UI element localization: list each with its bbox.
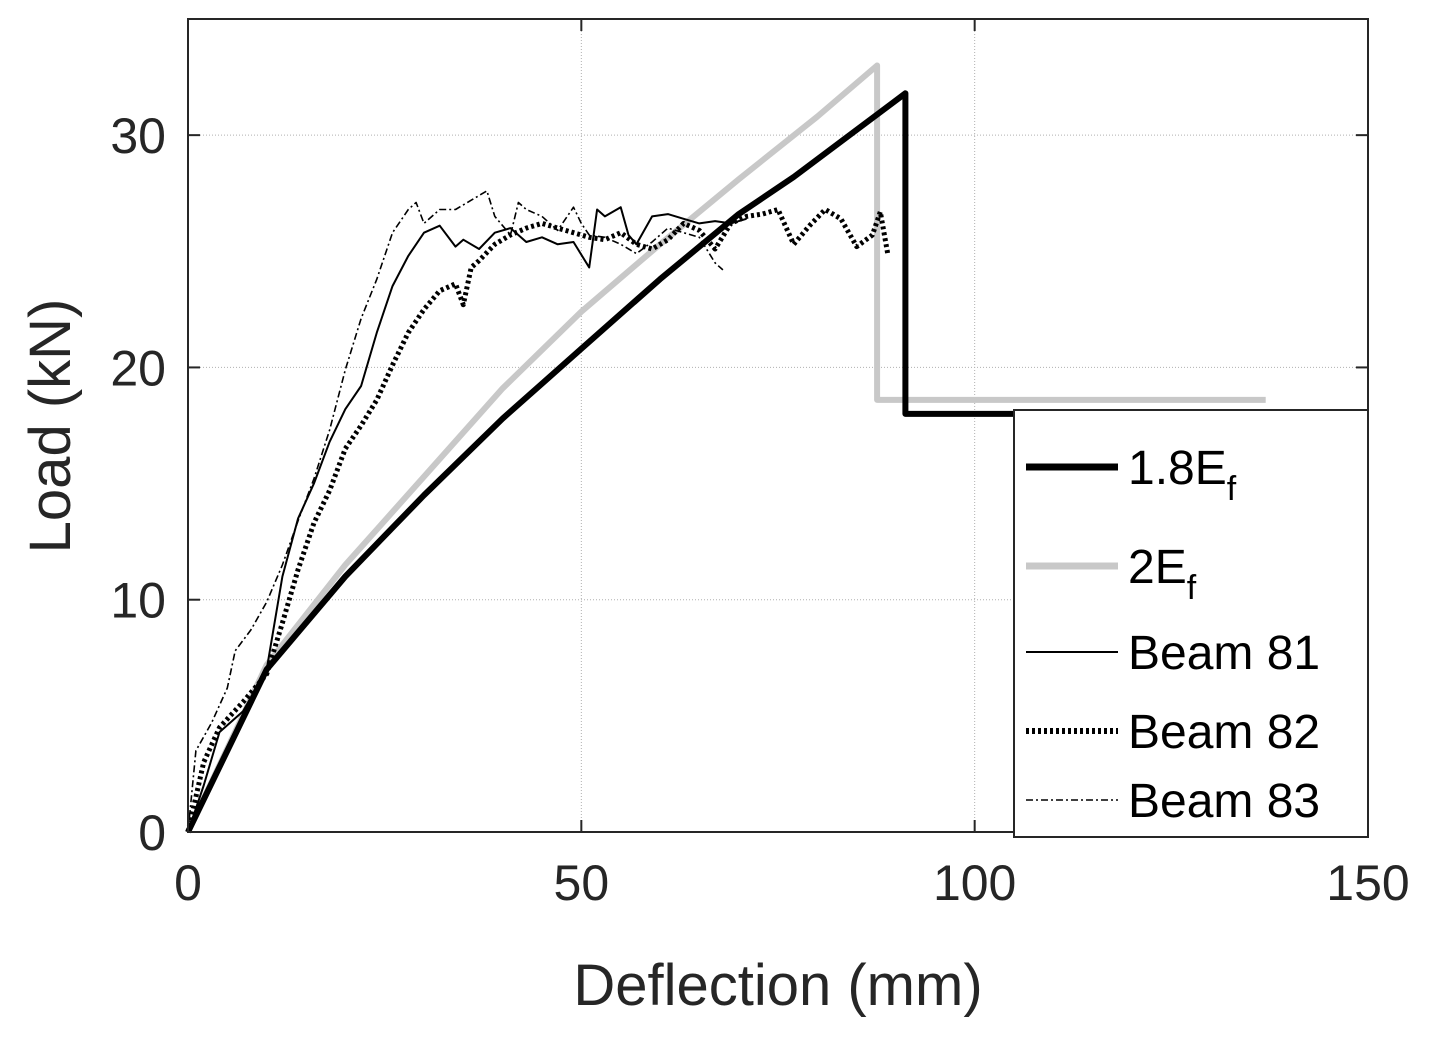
x-tick-label: 100 xyxy=(933,855,1016,911)
x-tick-label: 150 xyxy=(1326,855,1409,911)
legend: 1.8Ef 2Ef Beam 81 Beam 82 Beam 83 xyxy=(1013,409,1369,838)
legend-label-2ef-sub: f xyxy=(1187,569,1197,607)
tick-labels: 0 50 100 150 0 10 20 30 xyxy=(110,108,1409,911)
y-tick-label: 20 xyxy=(110,340,166,396)
legend-label-beam-82: Beam 82 xyxy=(1128,706,1320,759)
legend-box xyxy=(1013,409,1369,838)
legend-label-2ef-main: 2E xyxy=(1128,541,1187,594)
legend-label-1-8ef-sub: f xyxy=(1227,470,1237,508)
y-axis-label: Load (kN) xyxy=(18,299,83,554)
legend-label-beam-83: Beam 83 xyxy=(1128,775,1320,828)
series-line-1-8ef xyxy=(185,90,1014,834)
legend-label-1-8ef: 1.8Ef xyxy=(1128,442,1237,508)
series-layer xyxy=(185,62,1266,834)
x-tick-label: 0 xyxy=(174,855,202,911)
x-tick-label: 50 xyxy=(554,855,610,911)
y-tick-label: 10 xyxy=(110,573,166,629)
x-axis-label: Deflection (mm) xyxy=(573,953,982,1018)
legend-label-2ef: 2Ef xyxy=(1128,541,1197,607)
legend-label-1-8ef-main: 1.8E xyxy=(1128,442,1227,495)
y-tick-label: 30 xyxy=(110,108,166,164)
series-line-beam-83 xyxy=(187,190,724,833)
legend-label-beam-81: Beam 81 xyxy=(1128,627,1320,680)
y-tick-label: 0 xyxy=(138,805,166,861)
grid xyxy=(188,19,1368,832)
ticks xyxy=(187,19,1369,833)
series-line-2ef xyxy=(185,62,1266,834)
series-line-beam-81 xyxy=(187,206,747,833)
